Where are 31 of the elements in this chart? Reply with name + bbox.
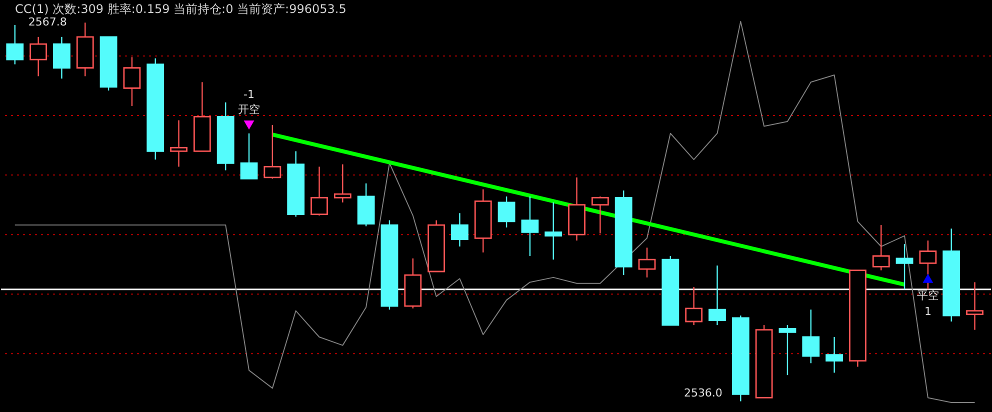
candlestick [802,308,820,364]
candlestick [919,240,937,290]
candlestick [685,286,703,326]
annotation: 1 [924,304,932,318]
candlestick [498,196,516,228]
candlestick [638,247,656,278]
candlestick [872,224,890,271]
chart-title: CC(1) 次数:309 胜率:0.159 当前持仓:0 当前资产:996053.5 [15,2,346,16]
candlestick [170,120,188,168]
candlestick [591,196,609,234]
candlestick [896,244,914,290]
candlestick [310,166,328,216]
candlestick [123,56,141,107]
annotation: -1 [244,88,254,102]
candlestick [521,196,539,257]
annotation: 2536.0 [684,386,722,400]
candlestick [708,264,726,326]
annotation: 2567.8 [28,16,67,29]
candlestick [240,132,258,180]
candlestick [544,202,562,260]
candlestick [53,36,70,80]
candlestick [334,164,352,204]
annotation: 平空 [916,288,939,302]
candlestick [451,212,468,248]
candlestick [30,36,48,77]
candlestick [6,24,24,65]
candlestick [826,336,843,374]
candlestick [966,282,984,330]
candlestick [778,324,796,376]
candlestick [264,124,282,180]
annotation: 开空 [238,103,260,116]
